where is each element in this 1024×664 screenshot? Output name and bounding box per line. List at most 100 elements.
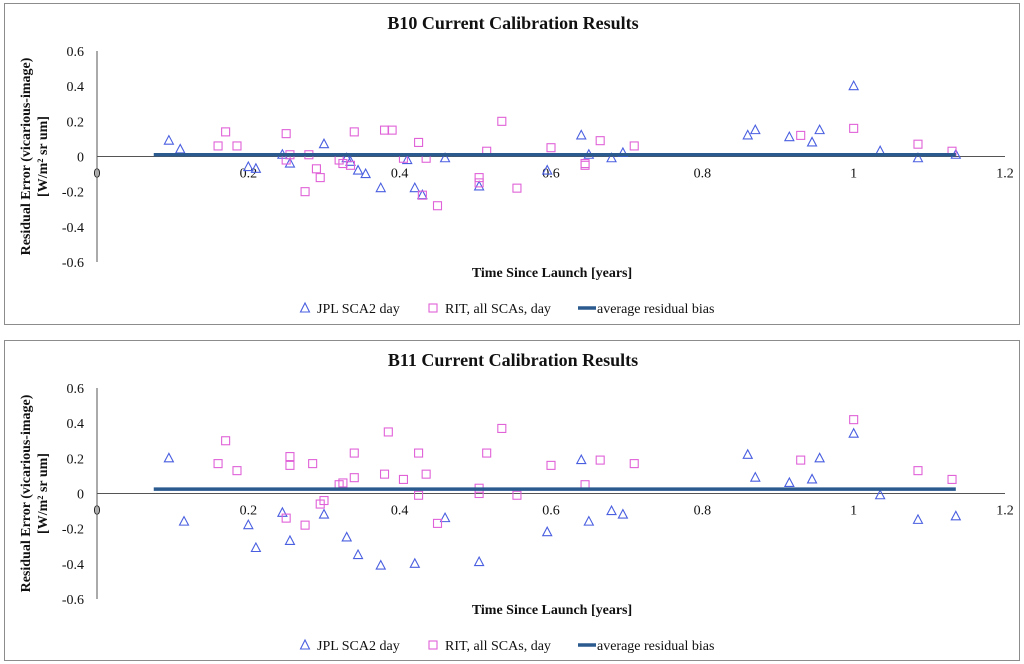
b11-rit-point — [947, 474, 957, 484]
b10-rit-point — [345, 160, 356, 170]
b11-jpl-point — [583, 515, 595, 526]
b10-rit-point — [580, 158, 590, 169]
b11-rit-point — [629, 459, 639, 469]
b10-jpl-point — [318, 138, 330, 149]
b11-rit-point — [414, 490, 424, 500]
b11-chart-title: B11 Current Calibration Results — [388, 350, 638, 370]
b11-rit-point — [349, 473, 359, 483]
b11-jpl-point — [473, 555, 485, 567]
b11-rit-point — [285, 452, 295, 462]
b11-chart-panel: B11 Current Calibration Results 0.6 0.4 0.2… — [4, 340, 1020, 661]
b11-jpl-point — [606, 504, 617, 516]
b11-legend-rit-label: RIT, all SCAs, day — [445, 639, 551, 654]
b11-legend-jpl-marker — [299, 638, 311, 650]
b10-x-tick-label: 0.8 — [694, 167, 712, 182]
b10-jpl-point — [742, 129, 754, 140]
b10-x-axis-label: Time Since Launch [years] — [472, 266, 632, 281]
b10-y-tick-label: -0.6 — [62, 256, 84, 271]
b10-rit-point — [387, 125, 397, 135]
b10-y-axis-label: Residual Error (vicarious-image) [W/m² sr… — [19, 57, 51, 255]
b10-rit-point — [595, 136, 605, 146]
b10-rit-point — [474, 178, 484, 188]
b10-jpl-point — [606, 152, 617, 163]
b10-rit-point — [300, 187, 310, 197]
b10-rit-point — [849, 123, 859, 133]
b11-legend: JPL SCA2 day RIT, all SCAs, day average re… — [299, 638, 714, 654]
b11-rit-point — [398, 474, 409, 484]
b11-jpl-point — [409, 557, 421, 568]
b10-jpl-point — [439, 152, 451, 163]
b10-rit-point — [629, 141, 639, 151]
b10-rit-point — [379, 125, 390, 135]
b11-jpl-point — [284, 534, 296, 546]
b11-rit-point — [421, 469, 431, 479]
b11-rit-point — [308, 459, 318, 469]
b11-rit-point — [319, 495, 329, 506]
b11-rit-point — [482, 448, 492, 458]
b10-rit-point — [221, 127, 231, 137]
b11-x-tick-label: 0.8 — [694, 504, 712, 519]
b10-y-tick-label: -0.4 — [62, 221, 84, 236]
b11-y-tick-label: 0.6 — [67, 382, 85, 397]
b10-rit-point — [213, 141, 223, 151]
b10-rit-point — [417, 190, 427, 200]
b11-y-tick-label: -0.2 — [62, 523, 84, 538]
b10-legend-bias-label: average residual bias — [597, 302, 714, 317]
b11-rit-point — [232, 466, 242, 476]
b10-legend-rit-label: RIT, all SCAs, day — [445, 302, 551, 317]
b11-jpl-point — [242, 518, 254, 530]
b11-y-tick-label: 0.4 — [67, 417, 85, 432]
b11-jpl-point — [375, 559, 387, 570]
b10-rit-point — [474, 173, 484, 183]
b10-x-tick-label: 0 — [94, 167, 101, 182]
b10-jpl-point — [806, 136, 818, 147]
b11-jpl-point — [806, 473, 818, 484]
b11-x-tick-label: 1 — [850, 504, 857, 519]
b11-rit-point — [497, 423, 507, 433]
b10-x-tick-label: 0.4 — [391, 167, 409, 182]
b10-y-tick-label: 0 — [77, 151, 84, 166]
b11-y-tick-label: -0.4 — [62, 558, 84, 573]
b11-rit-point — [338, 478, 348, 488]
b10-jpl-point — [575, 129, 587, 140]
b11-jpl-point — [783, 476, 795, 487]
b10-jpl-point — [242, 160, 254, 172]
b10-legend-jpl-marker — [299, 301, 311, 313]
b11-x-tick-label: 0 — [94, 504, 101, 519]
b10-rit-point — [913, 139, 923, 149]
b10-jpl-point — [409, 181, 421, 193]
b10-jpl-point — [250, 162, 262, 173]
b10-rit-point — [414, 137, 424, 147]
b10-jpl-point — [401, 153, 413, 165]
b10-legend-rit-marker — [428, 303, 438, 313]
b11-jpl-point — [250, 541, 262, 553]
b10-rit-point — [512, 183, 522, 193]
b11-scatter-chart: B11 Current Calibration Results 0.6 0.4 0.2… — [19, 350, 1014, 654]
b10-y-tick-label: 0.4 — [67, 80, 85, 95]
b11-y-tick-label: 0 — [77, 488, 84, 503]
b10-legend-jpl-label: JPL SCA2 day — [317, 302, 400, 317]
b11-rit-point — [512, 490, 522, 500]
b11-x-tick-label: 0.2 — [240, 504, 258, 519]
b11-x-axis-label: Time Since Launch [years] — [472, 603, 632, 618]
b10-rit-point — [546, 143, 556, 153]
b10-jpl-point — [375, 181, 387, 193]
b11-jpl-point — [950, 510, 962, 521]
b10-rit-point — [796, 130, 806, 140]
b11-rit-point — [285, 460, 295, 470]
b11-rit-point — [796, 455, 806, 465]
b11-rit-point — [432, 518, 443, 528]
b10-legend: JPL SCA2 day RIT, all SCAs, day average re… — [299, 301, 714, 317]
b11-jpl-point — [575, 453, 587, 465]
b11-jpl-point — [178, 515, 190, 526]
b10-y-axis-label-line2: [W/m² sr um] — [36, 116, 51, 197]
b10-x-tick-label: 1.2 — [996, 167, 1014, 182]
b10-rit-point — [281, 129, 291, 139]
b10-y-tick-label: 0.6 — [67, 45, 85, 60]
b11-jpl-point — [742, 448, 754, 459]
b11-jpl-point — [814, 452, 826, 463]
b11-rit-point — [913, 466, 923, 476]
b10-rit-point — [315, 173, 325, 183]
b11-jpl-point — [341, 531, 353, 542]
b10-jpl-point — [749, 123, 761, 135]
